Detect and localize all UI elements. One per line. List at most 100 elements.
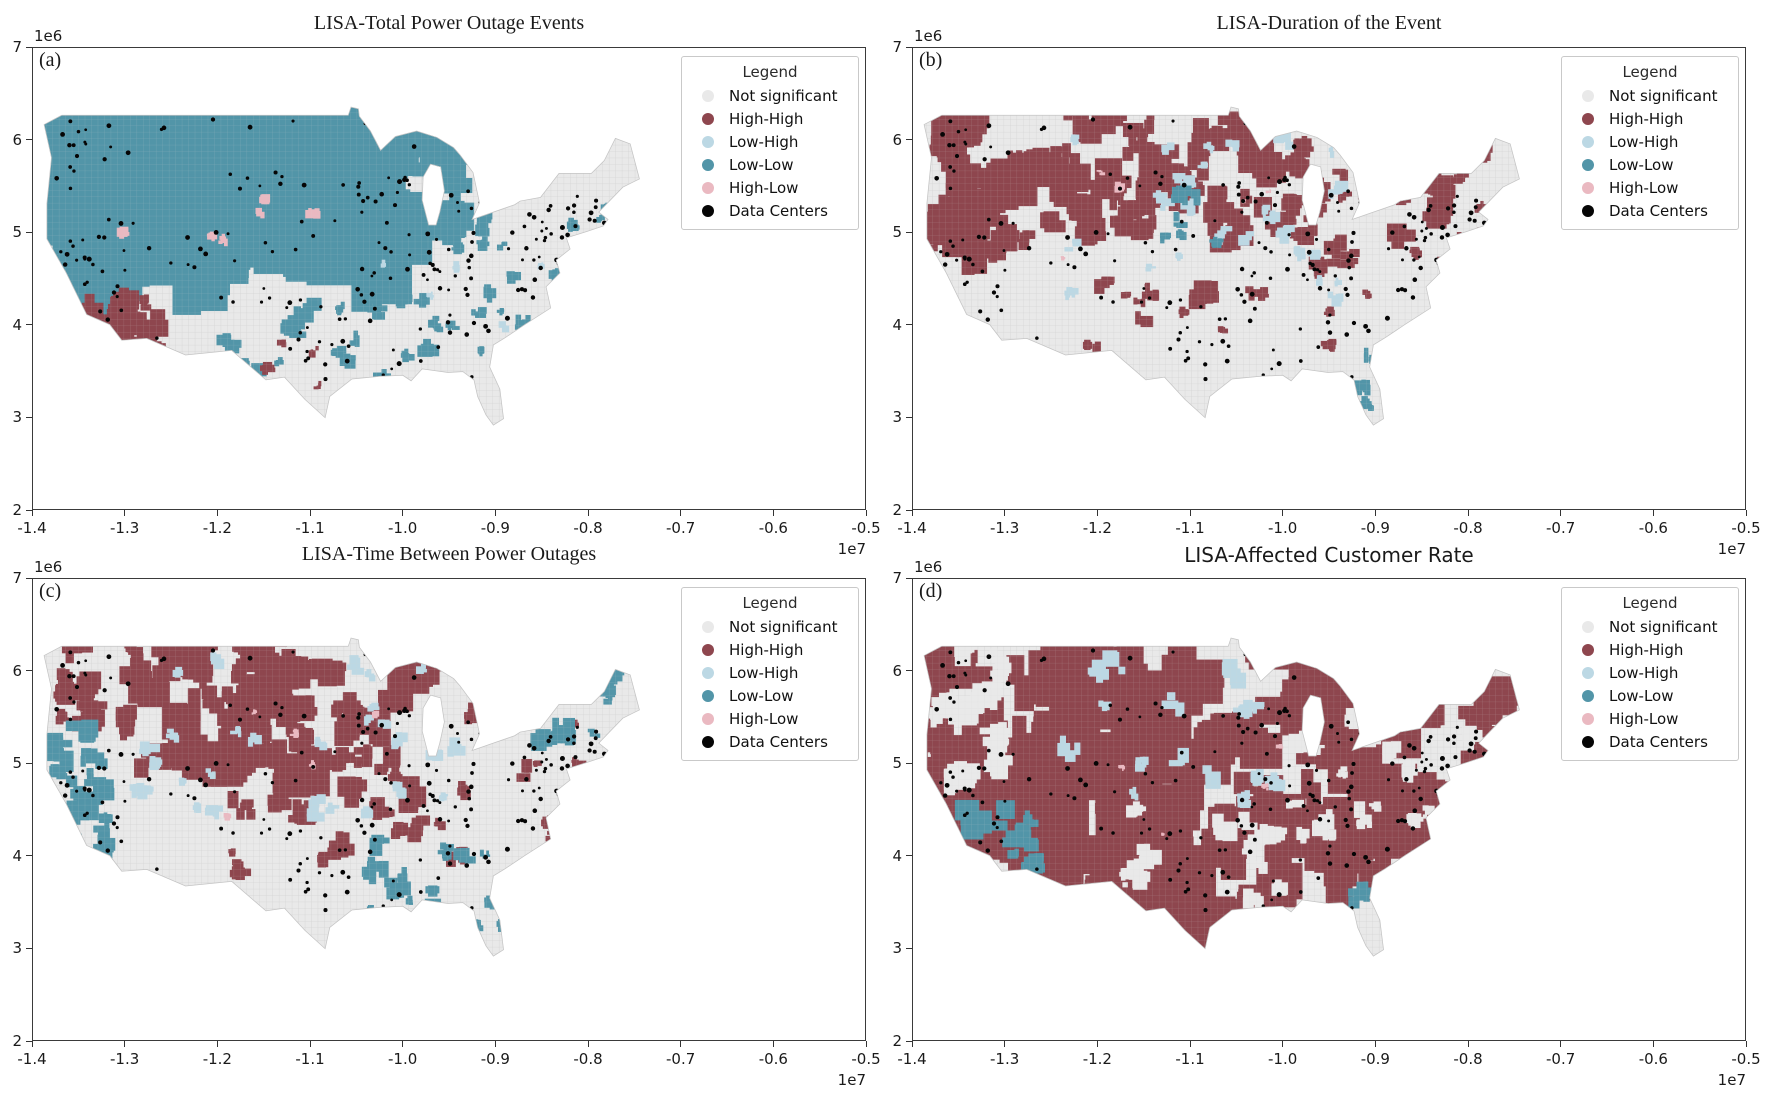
x-tick-label: -1.4 xyxy=(897,1050,927,1068)
x-tick-mark xyxy=(1189,1041,1191,1047)
us-lisa-map-b xyxy=(923,106,1520,426)
legend-title: Legend xyxy=(1622,594,1678,612)
legend-entry: Data Centers xyxy=(1570,730,1730,753)
x-tick-mark xyxy=(1560,510,1562,516)
x-tick-mark xyxy=(1467,1041,1469,1047)
x-tick-mark xyxy=(31,510,33,516)
x-tick-mark xyxy=(494,510,496,516)
x-tick-label: -1.4 xyxy=(17,1050,47,1068)
us-lisa-map-d xyxy=(923,637,1520,957)
legend-title: Legend xyxy=(742,594,798,612)
y-tick-mark xyxy=(26,855,32,857)
legend-entry-label: High-High xyxy=(1609,640,1684,659)
legend-swatch-high-low-icon xyxy=(702,712,714,725)
x-tick-label: -1.2 xyxy=(1082,1050,1112,1068)
x-tick-label: -1.1 xyxy=(295,1050,325,1068)
legend-box-d: Legend Not significant High-High Low-High L… xyxy=(1561,587,1739,761)
x-axis-offset-label: 1e7 xyxy=(1717,540,1746,558)
x-tick-mark xyxy=(1745,510,1747,516)
y-tick-label: 3 xyxy=(12,408,22,427)
x-tick-label: -1.4 xyxy=(17,519,47,537)
legend-swatch-high-high-icon xyxy=(702,643,714,656)
x-tick-label: -0.8 xyxy=(573,1050,603,1068)
legend-title: Legend xyxy=(1622,63,1678,81)
x-tick-mark xyxy=(865,1041,867,1047)
x-tick-label: -0.7 xyxy=(666,519,696,537)
y-axis-offset-label: 1e6 xyxy=(34,27,63,45)
legend-entry-label: High-Low xyxy=(729,178,799,197)
legend-entry-label: High-Low xyxy=(729,709,799,728)
x-tick-mark xyxy=(1004,1041,1006,1047)
y-tick-mark xyxy=(26,139,32,141)
y-tick-label: 5 xyxy=(892,223,902,242)
x-tick-label: -0.9 xyxy=(1360,519,1390,537)
legend-entry: High-High xyxy=(1570,107,1730,130)
y-tick-mark xyxy=(906,947,912,949)
y-tick-label: 7 xyxy=(892,569,902,587)
y-axis-offset-label: 1e6 xyxy=(914,27,943,45)
x-tick-mark xyxy=(911,1041,913,1047)
x-tick-mark xyxy=(1560,1041,1562,1047)
y-tick-label: 4 xyxy=(12,315,22,334)
y-tick-label: 2 xyxy=(892,1032,902,1050)
x-tick-mark xyxy=(216,1041,218,1047)
legend-swatch-low-low-icon xyxy=(1582,689,1594,702)
map-cluster-layer xyxy=(924,638,1520,957)
legend-entry-label: High-High xyxy=(729,640,804,659)
x-tick-label: -1.2 xyxy=(202,519,232,537)
x-tick-label: -1.3 xyxy=(990,1050,1020,1068)
legend-entry: Low-Low xyxy=(690,153,850,176)
x-tick-mark xyxy=(124,510,126,516)
x-tick-label: -0.6 xyxy=(758,519,788,537)
plot-area-c: (c) Legend Not significant High-High Low-H… xyxy=(32,578,866,1041)
x-tick-mark xyxy=(124,1041,126,1047)
x-tick-label: -0.9 xyxy=(480,519,510,537)
legend-entry-label: Low-High xyxy=(729,132,799,151)
x-tick-label: -1.2 xyxy=(1082,519,1112,537)
x-tick-mark xyxy=(587,1041,589,1047)
x-tick-mark xyxy=(309,510,311,516)
legend-entry-label: Data Centers xyxy=(729,201,828,220)
legend-entry-label: Low-Low xyxy=(729,686,794,705)
legend-entry-label: Low-High xyxy=(1609,132,1679,151)
y-tick-mark xyxy=(906,46,912,48)
us-lisa-map-c xyxy=(43,637,640,957)
y-tick-label: 5 xyxy=(892,754,902,773)
x-tick-mark xyxy=(1745,1041,1747,1047)
legend-swatch-high-high-icon xyxy=(1582,643,1594,656)
legend-entry-label: High-High xyxy=(1609,109,1684,128)
x-tick-label: -0.9 xyxy=(1360,1050,1390,1068)
panel-letter-a: (a) xyxy=(39,49,62,71)
legend-entry: High-High xyxy=(690,638,850,661)
y-tick-label: 7 xyxy=(12,569,22,587)
legend-swatch-low-low-icon xyxy=(702,689,714,702)
legend-entry: Low-Low xyxy=(1570,684,1730,707)
y-tick-mark xyxy=(26,416,32,418)
panel-d: LISA-Affected Customer Rate 1e6 (d) Lege… xyxy=(880,531,1766,1089)
x-tick-mark xyxy=(31,1041,33,1047)
x-axis-offset-label: 1e7 xyxy=(837,1071,866,1089)
legend-entry-label: Low-High xyxy=(729,663,799,682)
x-tick-mark xyxy=(309,1041,311,1047)
legend-entry-label: Low-Low xyxy=(1609,155,1674,174)
x-tick-label: -1.3 xyxy=(990,519,1020,537)
legend-swatch-low-high-icon xyxy=(1582,666,1594,679)
legend-entries: Not significant High-High Low-High Low-Low H… xyxy=(1570,84,1730,222)
legend-entry: Low-High xyxy=(690,661,850,684)
legend-entry: High-Low xyxy=(690,707,850,730)
y-tick-label: 6 xyxy=(12,130,22,149)
y-tick-mark xyxy=(26,324,32,326)
y-tick-label: 5 xyxy=(12,754,22,773)
x-tick-mark xyxy=(911,510,913,516)
x-tick-mark xyxy=(680,510,682,516)
x-tick-mark xyxy=(1282,1041,1284,1047)
plot-area-a: (a) Legend Not significant High-High Low-H… xyxy=(32,47,866,510)
x-tick-label: -0.7 xyxy=(1546,1050,1576,1068)
panel-letter-c: (c) xyxy=(39,580,62,602)
y-tick-mark xyxy=(26,1040,32,1042)
x-tick-label: -1.0 xyxy=(1268,1050,1298,1068)
y-tick-mark xyxy=(906,139,912,141)
x-tick-label: -0.6 xyxy=(1638,1050,1668,1068)
legend-swatch-data-centers-icon xyxy=(702,735,714,748)
